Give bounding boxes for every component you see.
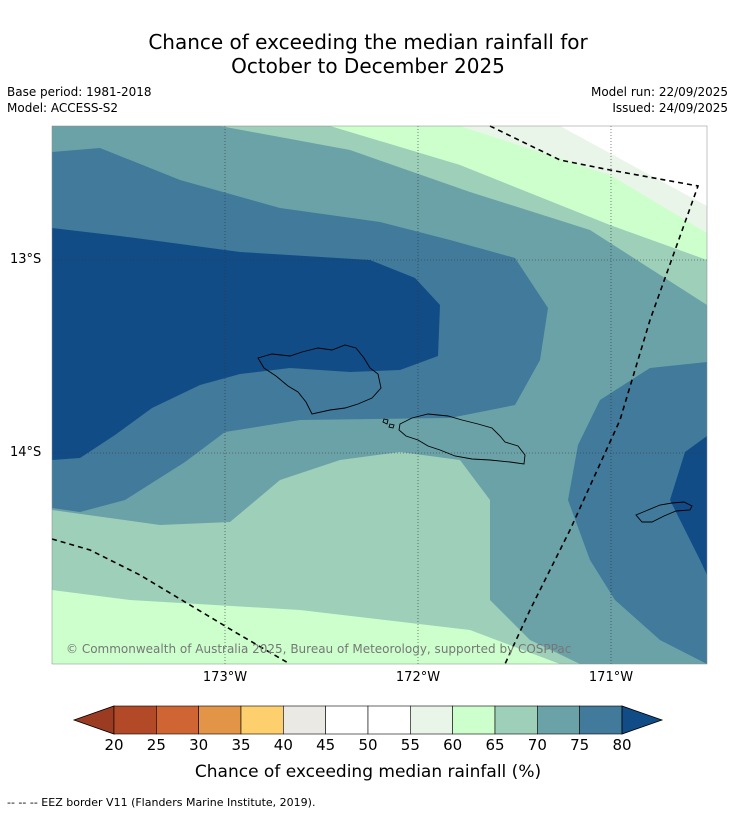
manono-apolima [382, 418, 395, 429]
lon-label-171w: 171°W [588, 670, 634, 685]
lon-label-173w: 173°W [202, 670, 248, 685]
rainfall-contours [52, 126, 707, 664]
title-line-2: October to December 2025 [231, 54, 505, 78]
base-period: Base period: 1981-2018 [7, 85, 152, 99]
colorbar-extend-high [621, 705, 664, 735]
chart-title: Chance of exceeding the median rainfall … [0, 30, 736, 78]
lat-label-13s: 13°S [10, 252, 42, 267]
colorbar-segment [156, 705, 199, 735]
meta-right: Model run: 22/09/2025 Issued: 24/09/2025 [591, 84, 728, 116]
colorbar-tick-label: 75 [570, 736, 590, 754]
colorbar-segment [198, 705, 242, 735]
colorbar-tick-label: 40 [273, 736, 293, 754]
tutuila-island [635, 501, 693, 523]
colorbar-tick-label: 30 [189, 736, 209, 754]
colorbar-segment [579, 705, 623, 735]
graticule [52, 126, 707, 664]
colorbar-tick-label: 45 [316, 736, 336, 754]
eez-legend-note: -- -- -- EEZ border V11 (Flanders Marine… [7, 796, 316, 809]
colorbar-tick-label: 25 [146, 736, 166, 754]
colorbar-tick-label: 35 [231, 736, 251, 754]
copyright-text: © Commonwealth of Australia 2025, Bureau… [66, 642, 572, 656]
model-name: Model: ACCESS-S2 [7, 101, 119, 115]
colorbar-tick-label: 60 [443, 736, 463, 754]
colorbar-segment [113, 705, 157, 735]
eez-border [51, 125, 700, 665]
island-coastlines [257, 344, 693, 523]
lon-label-172w: 172°W [395, 670, 441, 685]
colorbar-tick-label: 80 [612, 736, 632, 754]
band-above-80 [52, 228, 707, 575]
model-run: Model run: 22/09/2025 [590, 85, 728, 99]
upolu-island [398, 413, 526, 465]
colorbar-tick-label: 50 [358, 736, 378, 754]
colorbar-segment [240, 705, 284, 735]
colorbar-segment [410, 705, 453, 735]
colorbar-segment [537, 705, 580, 735]
meta-left: Base period: 1981-2018 Model: ACCESS-S2 [7, 84, 152, 116]
colorbar-tick-label: 55 [400, 736, 420, 754]
colorbar-tick-label: 20 [104, 736, 124, 754]
colorbar-label: Chance of exceeding median rainfall (%) [194, 762, 542, 782]
colorbar [72, 705, 664, 735]
colorbar-tick-label: 65 [485, 736, 505, 754]
colorbar-segment [452, 705, 496, 735]
issued-date: Issued: 24/09/2025 [612, 101, 728, 115]
colorbar-segment [494, 705, 538, 735]
title-line-1: Chance of exceeding the median rainfall … [148, 30, 588, 54]
colorbar-segment [283, 705, 326, 735]
map-frame [51, 125, 708, 665]
savaii-island [257, 344, 382, 415]
colorbar-tick-label: 70 [527, 736, 547, 754]
colorbar-extend-low [72, 705, 115, 735]
lat-label-14s: 14°S [10, 445, 42, 460]
colorbar-segment [325, 705, 369, 735]
colorbar-segment [367, 705, 411, 735]
